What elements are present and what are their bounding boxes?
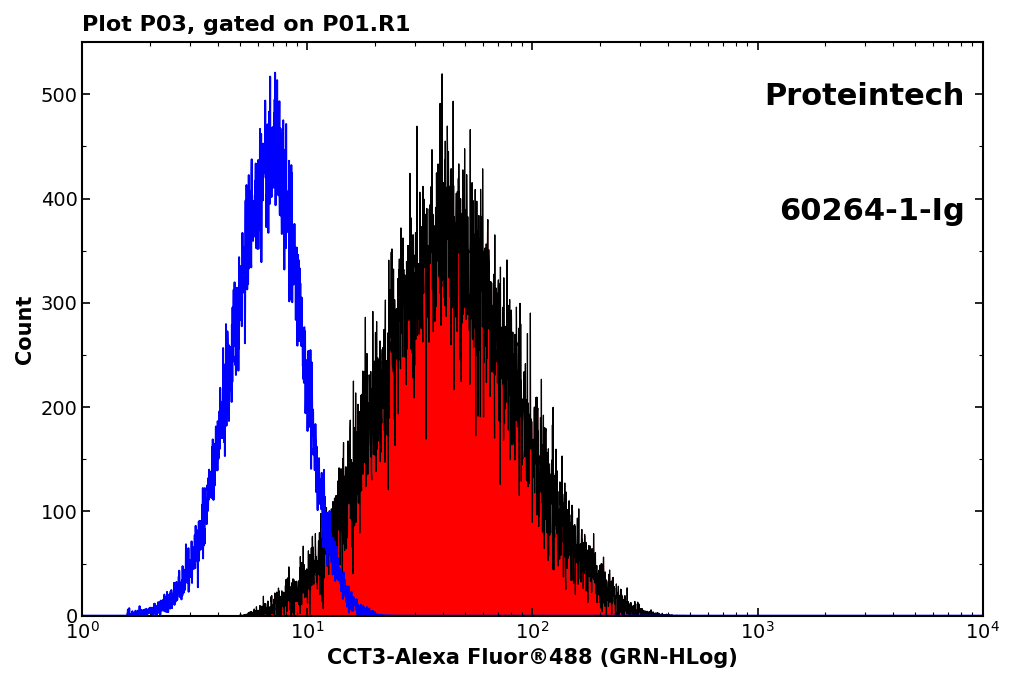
Text: 60264-1-Ig: 60264-1-Ig [779,197,964,226]
Y-axis label: Count: Count [15,294,35,363]
X-axis label: CCT3-Alexa Fluor®488 (GRN-HLog): CCT3-Alexa Fluor®488 (GRN-HLog) [327,648,738,668]
Text: Proteintech: Proteintech [764,82,964,111]
Text: Plot P03, gated on P01.R1: Plot P03, gated on P01.R1 [82,15,411,35]
